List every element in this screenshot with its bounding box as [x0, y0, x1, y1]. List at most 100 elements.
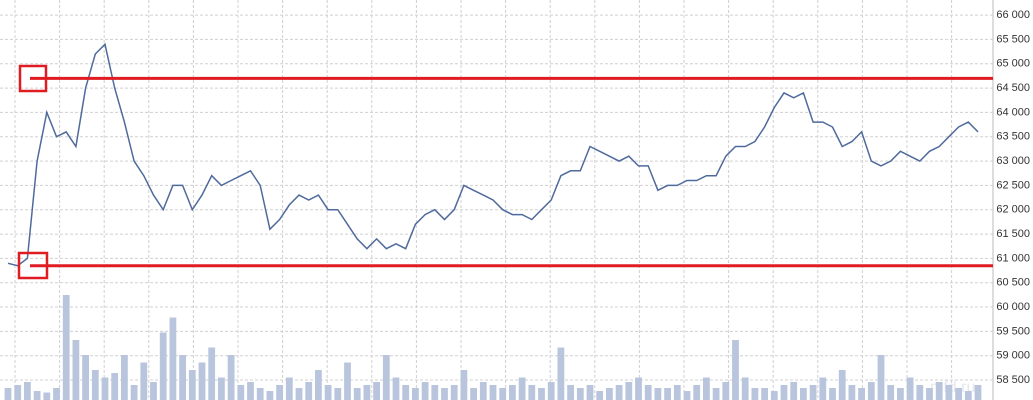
volume-bar — [683, 391, 691, 400]
volume-bar — [276, 385, 283, 400]
vertical-grid — [14, 0, 953, 400]
volume-bar — [33, 391, 41, 400]
volume-bar — [431, 385, 439, 400]
volume-bar — [664, 388, 671, 400]
volume-bar — [402, 385, 410, 400]
volume-bar — [450, 385, 458, 400]
volume-bar — [441, 388, 448, 400]
volume-bar — [693, 385, 701, 400]
volume-bar — [625, 382, 633, 400]
volume-bar — [237, 385, 245, 400]
highlight-box — [18, 64, 48, 93]
volume-bar — [324, 385, 332, 400]
volume-bar — [373, 382, 380, 400]
volume-bar — [121, 355, 128, 400]
y-tick-label: 62 500 — [996, 179, 1030, 191]
volume-bar — [227, 355, 235, 400]
volume-bar — [285, 377, 293, 400]
volume-bar — [615, 385, 623, 400]
volume-bar — [72, 340, 80, 400]
y-tick-label: 58 500 — [996, 374, 1030, 386]
volume-bar — [130, 385, 138, 400]
volume-bar — [150, 382, 157, 400]
y-tick-label: 63 000 — [996, 155, 1030, 167]
y-tick-label: 61 500 — [996, 228, 1030, 240]
volume-bar — [53, 388, 60, 400]
volume-bar — [528, 385, 536, 400]
y-tick-label: 63 500 — [996, 131, 1030, 143]
volume-bar — [829, 388, 836, 400]
volume-bar — [945, 385, 953, 400]
volume-bar — [867, 382, 875, 400]
volume-bar — [790, 382, 798, 400]
volume-bar — [906, 377, 914, 400]
y-tick-label: 64 500 — [996, 82, 1030, 94]
volume-bar — [809, 385, 817, 400]
y-tick-label: 62 000 — [996, 204, 1030, 216]
volume-bar — [509, 385, 516, 400]
volume-bar — [576, 388, 584, 400]
volume-bar — [897, 388, 904, 400]
volume-bar — [722, 382, 730, 400]
volume-bar — [334, 388, 342, 400]
volume-bar — [295, 388, 303, 400]
volume-bar — [751, 388, 759, 400]
volume-bar — [421, 382, 429, 400]
volume-bar — [596, 391, 604, 400]
volume-bar — [567, 385, 574, 400]
volume-bar — [654, 388, 662, 400]
volume-bar — [606, 388, 613, 400]
volume-bar — [557, 347, 565, 400]
volume-bar — [955, 388, 962, 400]
volume-bar — [470, 388, 477, 400]
volume-bar — [703, 377, 710, 400]
volume-bar — [179, 355, 186, 400]
volume-bar — [256, 388, 264, 400]
volume-bar — [732, 340, 739, 400]
volume-bar — [974, 385, 982, 400]
volume-bar — [305, 382, 313, 400]
y-tick-label: 60 000 — [996, 301, 1030, 313]
volume-bar — [159, 332, 167, 400]
volume-bar — [586, 385, 594, 400]
volume-bar — [761, 388, 768, 400]
volume-bar — [169, 317, 177, 400]
volume-bar — [382, 355, 390, 400]
highlight-box — [17, 251, 49, 280]
volume-bar — [344, 362, 351, 400]
volume-bar — [62, 295, 70, 400]
volume-bar — [353, 388, 361, 400]
volume-bar — [819, 377, 827, 400]
volume-bar — [887, 385, 895, 400]
volume-bar — [208, 347, 216, 400]
volume-bar — [140, 362, 148, 400]
volume-bar — [24, 382, 31, 400]
volume-bar — [780, 385, 788, 400]
y-tick-label: 65 000 — [996, 58, 1030, 70]
volume-bar — [460, 370, 468, 400]
volume-bar — [198, 362, 206, 400]
volume-bar — [770, 391, 778, 400]
volume-bar — [838, 370, 846, 400]
volume-bar — [877, 355, 885, 400]
volume-bar — [218, 377, 225, 400]
volume-bar — [964, 391, 972, 400]
volume-bar — [43, 392, 51, 400]
volume-bar — [935, 382, 943, 400]
volume-bar — [741, 377, 749, 400]
price-line — [7, 42, 979, 267]
volume-bar — [673, 385, 681, 400]
volume-bar — [916, 385, 924, 400]
volume-bar — [412, 388, 419, 400]
volume-bar — [644, 385, 652, 400]
volume-bar — [479, 382, 487, 400]
volume-bar — [858, 388, 865, 400]
volume-bar — [547, 382, 555, 400]
y-tick-label: 61 000 — [996, 252, 1030, 264]
volume-bar — [518, 377, 526, 400]
volume-bar — [111, 373, 119, 400]
volume-bar — [315, 370, 322, 400]
y-tick-label: 65 500 — [996, 33, 1030, 45]
